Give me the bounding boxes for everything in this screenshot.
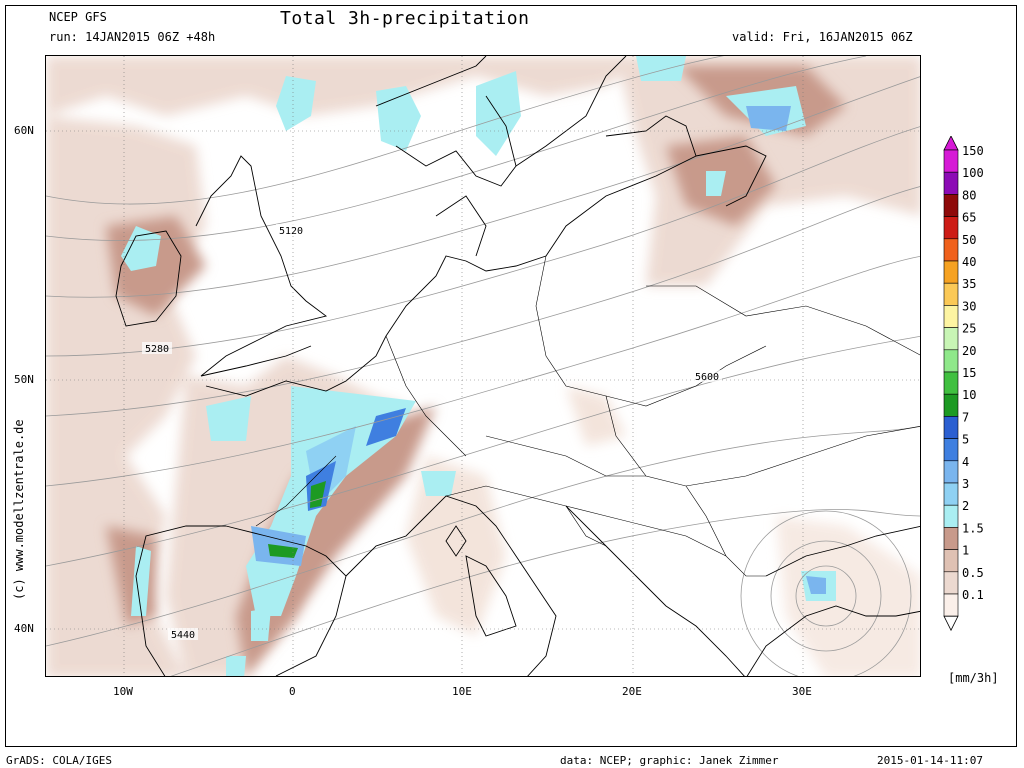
legend-swatch bbox=[943, 549, 959, 573]
run-label: run: 14JAN2015 06Z +48h bbox=[49, 30, 216, 44]
legend-level-label: 0.1 bbox=[962, 588, 984, 602]
legend-level-label: 20 bbox=[962, 344, 976, 358]
footer-grads: GrADS: COLA/IGES bbox=[6, 754, 112, 767]
map-canvas: 5120 5280 5440 5600 bbox=[46, 56, 920, 676]
contour-label: 5280 bbox=[145, 344, 169, 355]
lon-label: 20E bbox=[622, 685, 642, 698]
legend-level-label: 150 bbox=[962, 144, 984, 158]
lon-label: 10E bbox=[452, 685, 472, 698]
contour-label: 5440 bbox=[171, 630, 195, 641]
legend-level-label: 0.5 bbox=[962, 566, 984, 580]
legend-swatch bbox=[943, 171, 959, 195]
legend-swatch bbox=[943, 571, 959, 595]
lon-label: 30E bbox=[792, 685, 812, 698]
legend-scale: 150 100 80 65 50 40 35 30 25 20 15 10 7 5 4 3 2 1.5 1 0.5 0.… bbox=[943, 135, 984, 632]
map-title: Total 3h-precipitation bbox=[280, 8, 530, 29]
legend-swatch bbox=[943, 194, 959, 217]
precipitation-map: 5120 5280 5440 5600 bbox=[45, 55, 921, 677]
legend-level-label: 80 bbox=[962, 188, 976, 202]
legend-level-label: 1.5 bbox=[962, 521, 984, 535]
credit-watermark: (c) www.modellzentrale.de bbox=[12, 419, 26, 600]
lon-label: 0 bbox=[289, 685, 296, 698]
contour-label: 5120 bbox=[279, 226, 303, 237]
legend-swatch bbox=[943, 416, 959, 439]
legend-swatch bbox=[943, 349, 959, 373]
legend-swatch bbox=[943, 282, 959, 306]
legend-level-label: 50 bbox=[962, 233, 976, 247]
legend-swatch bbox=[943, 305, 959, 328]
legend-arrow-top bbox=[943, 135, 959, 151]
color-legend: 150 100 80 65 50 40 35 30 25 20 15 10 7 5 4 3 2 1.5 1 0.5 0.… bbox=[942, 135, 1017, 640]
lat-label: 40N bbox=[14, 622, 34, 635]
legend-swatch bbox=[943, 527, 959, 550]
legend-level-label: 15 bbox=[962, 366, 976, 380]
legend-level-label: 2 bbox=[962, 499, 969, 513]
legend-swatch bbox=[943, 393, 959, 417]
legend-level-label: 35 bbox=[962, 277, 976, 291]
contour-label: 5600 bbox=[695, 372, 719, 383]
lat-label: 60N bbox=[14, 124, 34, 137]
legend-swatch bbox=[943, 460, 959, 484]
legend-level-label: 5 bbox=[962, 433, 969, 447]
legend-swatch bbox=[943, 482, 959, 506]
footer-date: 2015-01-14-11:07 bbox=[877, 754, 983, 767]
legend-swatch bbox=[943, 149, 959, 173]
legend-swatch bbox=[943, 327, 959, 351]
lon-label: 10W bbox=[113, 685, 133, 698]
lat-label: 50N bbox=[14, 373, 34, 386]
legend-swatch bbox=[943, 260, 959, 284]
legend-level-label: 25 bbox=[962, 322, 976, 336]
valid-label: valid: Fri, 16JAN2015 06Z bbox=[732, 30, 913, 44]
legend-level-label: 65 bbox=[962, 211, 976, 225]
precip-shading-green bbox=[268, 481, 326, 558]
legend-arrow-bottom bbox=[943, 615, 959, 632]
legend-level-label: 30 bbox=[962, 299, 976, 313]
legend-level-label: 10 bbox=[962, 388, 976, 402]
precip-shading-light bbox=[46, 56, 920, 676]
legend-level-label: 7 bbox=[962, 410, 969, 424]
legend-swatch bbox=[943, 238, 959, 262]
coastlines bbox=[115, 56, 920, 676]
legend-swatch bbox=[943, 371, 959, 395]
legend-level-label: 1 bbox=[962, 544, 969, 558]
legend-level-label: 40 bbox=[962, 255, 976, 269]
legend-swatch bbox=[943, 438, 959, 462]
legend-unit: [mm/3h] bbox=[948, 671, 999, 685]
legend-level-label: 4 bbox=[962, 455, 969, 469]
model-label: NCEP GFS bbox=[49, 10, 107, 24]
legend-swatch bbox=[943, 216, 959, 240]
footer-data: data: NCEP; graphic: Janek Zimmer bbox=[560, 754, 779, 767]
legend-swatch bbox=[943, 593, 959, 617]
plot-frame bbox=[5, 5, 1017, 747]
legend-swatch bbox=[943, 504, 959, 528]
legend-level-label: 3 bbox=[962, 477, 969, 491]
legend-level-label: 100 bbox=[962, 166, 984, 180]
